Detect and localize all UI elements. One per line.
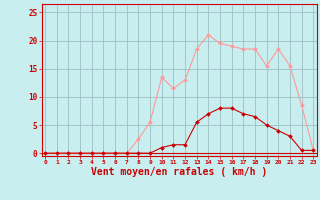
- X-axis label: Vent moyen/en rafales ( km/h ): Vent moyen/en rafales ( km/h ): [91, 167, 267, 177]
